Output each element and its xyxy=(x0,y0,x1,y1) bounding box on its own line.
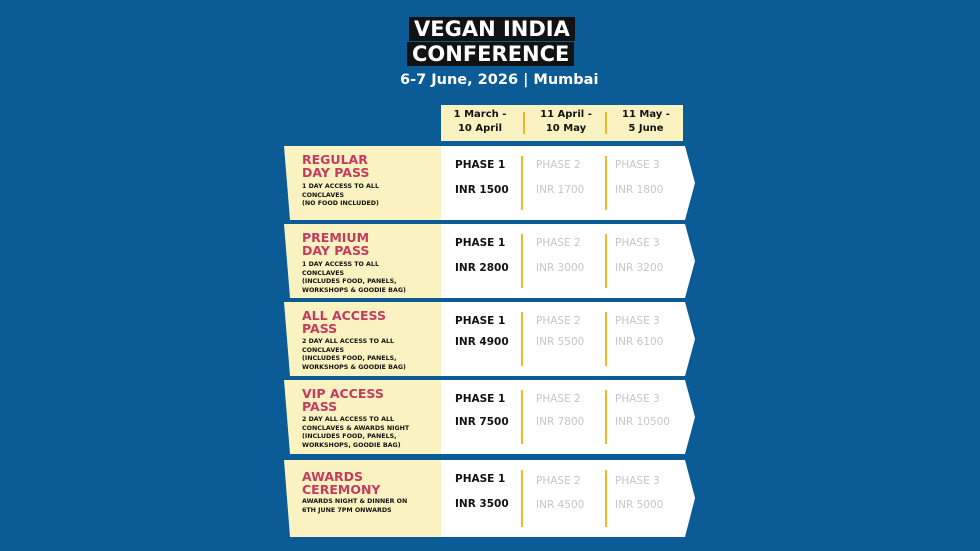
pass-description: 2 DAY ALL ACCESS TO ALL CONCLAVES (INCLU… xyxy=(302,338,406,371)
phase-divider xyxy=(605,390,607,444)
phase-1-label: PHASE 1 xyxy=(455,393,506,405)
card-background xyxy=(284,380,695,454)
pass-card-regular: REGULAR DAY PASS 1 DAY ACCESS TO ALL CON… xyxy=(284,146,695,220)
phase-2-price: INR 7800 xyxy=(536,416,585,428)
phase-date-header: 1 March - 10 April 11 April - 10 May 11 … xyxy=(441,105,683,141)
card-background xyxy=(284,460,695,537)
phase-1-label: PHASE 1 xyxy=(455,473,506,485)
phase-3-label: PHASE 3 xyxy=(615,159,660,171)
phase-1-dates: 1 March - 10 April xyxy=(453,109,507,134)
card-background xyxy=(284,146,695,220)
pass-name: VIP ACCESS PASS xyxy=(302,386,384,414)
phase-2-price: INR 1700 xyxy=(536,184,585,196)
pass-description: 1 DAY ACCESS TO ALL CONCLAVES (INCLUDES … xyxy=(302,261,406,294)
phase-3-label: PHASE 3 xyxy=(615,393,660,405)
title-line-2: CONFERENCE xyxy=(407,42,575,66)
phase-3-price: INR 10500 xyxy=(615,416,670,428)
pass-name: AWARDS CEREMONY xyxy=(302,469,381,497)
phase-divider xyxy=(605,470,607,527)
phase-1-label: PHASE 1 xyxy=(455,159,506,171)
phase-divider xyxy=(605,312,607,366)
phase-3-price: INR 5000 xyxy=(615,499,664,511)
pass-description: 1 DAY ACCESS TO ALL CONCLAVES (NO FOOD I… xyxy=(302,183,379,207)
phase-3-price: INR 6100 xyxy=(615,336,664,348)
phase-2-price: INR 3000 xyxy=(536,262,585,274)
phase-1-price: INR 3500 xyxy=(455,498,509,510)
pass-name: ALL ACCESS PASS xyxy=(302,308,386,336)
title-line-1: VEGAN INDIA xyxy=(409,17,575,41)
phase-3-dates: 11 May - 5 June xyxy=(622,109,670,134)
pass-description: AWARDS NIGHT & DINNER ON 6TH JUNE 7PM ON… xyxy=(302,498,408,514)
pass-description: 2 DAY ALL ACCESS TO ALL CONCLAVES & AWAR… xyxy=(302,416,410,449)
phase-header-divider xyxy=(523,112,525,134)
pass-name: REGULAR DAY PASS xyxy=(302,152,370,180)
phase-divider xyxy=(521,312,523,366)
phase-1-label: PHASE 1 xyxy=(455,237,506,249)
event-date-location: 6-7 June, 2026 | Mumbai xyxy=(400,72,599,88)
phase-divider xyxy=(605,234,607,288)
pass-name: PREMIUM DAY PASS xyxy=(302,230,370,258)
phase-divider xyxy=(605,156,607,210)
phase-2-label: PHASE 2 xyxy=(536,393,581,405)
phase-3-price: INR 1800 xyxy=(615,184,664,196)
phase-1-price: INR 4900 xyxy=(455,336,509,348)
pass-card-premium: PREMIUM DAY PASS 1 DAY ACCESS TO ALL CON… xyxy=(284,224,695,298)
phase-2-dates: 11 April - 10 May xyxy=(540,109,592,134)
pass-card-vip: VIP ACCESS PASS 2 DAY ALL ACCESS TO ALL … xyxy=(284,380,695,454)
phase-1-price: INR 1500 xyxy=(455,184,509,196)
phase-3-label: PHASE 3 xyxy=(615,315,660,327)
pass-card-awards: AWARDS CEREMONY AWARDS NIGHT & DINNER ON… xyxy=(284,460,695,537)
phase-3-label: PHASE 3 xyxy=(615,237,660,249)
phase-2-label: PHASE 2 xyxy=(536,237,581,249)
phase-3-price: INR 3200 xyxy=(615,262,664,274)
phase-2-label: PHASE 2 xyxy=(536,315,581,327)
phase-divider xyxy=(521,470,523,527)
phase-divider xyxy=(521,234,523,288)
phase-1-price: INR 2800 xyxy=(455,262,509,274)
phase-2-label: PHASE 2 xyxy=(536,475,581,487)
card-background xyxy=(284,224,695,298)
phase-1-price: INR 7500 xyxy=(455,416,509,428)
phase-divider xyxy=(521,156,523,210)
phase-header-divider xyxy=(605,112,607,134)
phase-2-price: INR 5500 xyxy=(536,336,585,348)
card-background xyxy=(284,302,695,376)
phase-2-label: PHASE 2 xyxy=(536,159,581,171)
phase-divider xyxy=(521,390,523,444)
pass-card-all-access: ALL ACCESS PASS 2 DAY ALL ACCESS TO ALL … xyxy=(284,302,695,376)
phase-3-label: PHASE 3 xyxy=(615,475,660,487)
phase-1-label: PHASE 1 xyxy=(455,315,506,327)
phase-2-price: INR 4500 xyxy=(536,499,585,511)
